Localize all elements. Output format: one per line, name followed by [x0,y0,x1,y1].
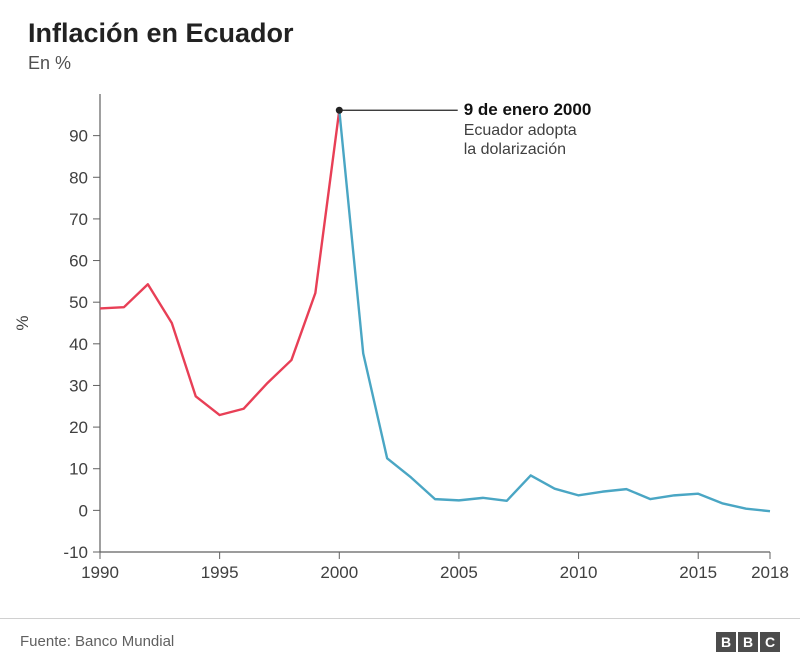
chart-title: Inflación en Ecuador [28,18,772,49]
y-tick-label: 50 [69,293,88,312]
chart-subtitle: En % [28,53,772,74]
chart-area: -10 0 10 20 30 40 50 60 70 80 90 1990 1995 2000 2005 20… [0,82,800,618]
y-tick-label: -10 [63,543,88,562]
y-tick-label: 10 [69,460,88,479]
logo-letter-2: C [760,632,780,652]
bbc-logo: B B C [716,632,780,652]
x-tick-label: 2015 [679,563,717,582]
x-tick-label: 2010 [560,563,598,582]
annotation-dot [336,107,343,114]
y-tick-label: 20 [69,418,88,437]
y-tick-label: 40 [69,335,88,354]
logo-letter-1: B [738,632,758,652]
chart-footer: Fuente: Banco Mundial B B C [0,618,800,666]
annotation-body-2: la dolarización [464,141,566,158]
y-tick-label: 70 [69,210,88,229]
y-axis-title: % [13,315,32,330]
y-tick-label: 80 [69,168,88,187]
x-tick-label: 2018 [751,563,789,582]
y-tick-label: 90 [69,127,88,146]
x-tick-label: 1995 [201,563,239,582]
annotation-title: 9 de enero 2000 [464,100,592,119]
x-tick-label: 2000 [320,563,358,582]
logo-letter-0: B [716,632,736,652]
container: Inflación en Ecuador En % -10 0 10 20 30 40 50… [0,0,800,666]
x-tick-label: 2005 [440,563,478,582]
line-chart: -10 0 10 20 30 40 50 60 70 80 90 1990 1995 2000 2005 20… [0,82,800,612]
series-pre-dollarization [100,110,339,415]
annotation-body-1: Ecuador adopta [464,122,577,139]
y-tick-label: 0 [79,501,88,520]
source-text: Fuente: Banco Mundial [20,633,174,650]
x-tick-label: 1990 [81,563,119,582]
series-post-dollarization [339,110,770,511]
chart-header: Inflación en Ecuador En % [0,0,800,82]
y-tick-label: 60 [69,252,88,271]
y-tick-label: 30 [69,376,88,395]
